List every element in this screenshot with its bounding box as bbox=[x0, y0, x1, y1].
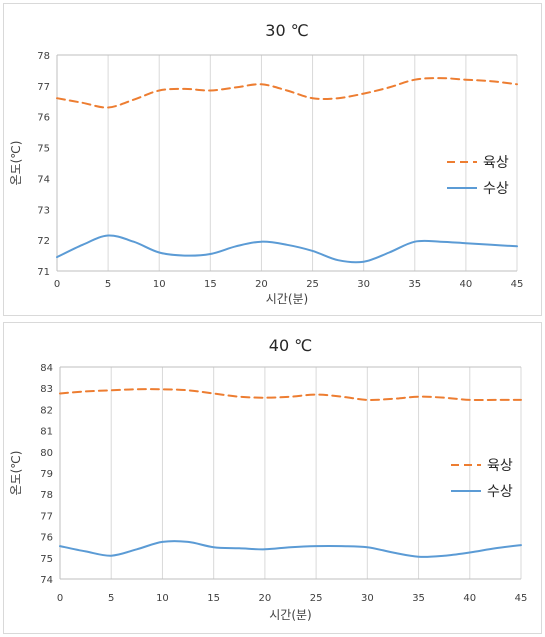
y-tick-label: 82 bbox=[40, 405, 53, 416]
legend-label-1: 수상 bbox=[483, 181, 509, 197]
x-tick-label: 45 bbox=[515, 593, 528, 604]
y-tick-label: 74 bbox=[40, 575, 53, 586]
x-tick-label: 15 bbox=[207, 593, 220, 604]
y-tick-label: 78 bbox=[37, 51, 50, 62]
x-tick-label: 25 bbox=[306, 279, 319, 290]
x-tick-label: 40 bbox=[463, 593, 476, 604]
x-tick-label: 25 bbox=[310, 593, 323, 604]
y-tick-label: 73 bbox=[37, 205, 50, 216]
series-line-1 bbox=[56, 234, 518, 264]
x-tick-label: 10 bbox=[156, 593, 169, 604]
x-tick-label: 30 bbox=[361, 593, 374, 604]
x-tick-label: 20 bbox=[259, 593, 272, 604]
y-tick-label: 80 bbox=[40, 448, 53, 459]
chart-panel-30c: 0 5 10 15 20 25 30 35 40 45 71 72 73 74 75 76 77 78 30 ℃ 시간… bbox=[3, 3, 542, 316]
y-tick-label: 71 bbox=[37, 267, 50, 278]
y-tick-label: 77 bbox=[37, 82, 50, 93]
series-line-0 bbox=[56, 77, 518, 109]
y-tick-label: 74 bbox=[37, 174, 50, 185]
y-tick-label: 75 bbox=[40, 554, 53, 565]
y-axis-label: 온도(℃) bbox=[9, 451, 23, 496]
y-tick-label: 84 bbox=[40, 363, 53, 374]
x-tick-label: 0 bbox=[54, 279, 60, 290]
x-tick-label: 40 bbox=[460, 279, 473, 290]
chart-panel-40c: 0 5 10 15 20 25 30 35 40 45 74 75 76 77 78 79 80 81 82 83 84… bbox=[3, 322, 542, 634]
legend-label-1: 수상 bbox=[487, 484, 513, 500]
x-tick-label: 5 bbox=[105, 279, 111, 290]
series-line-1 bbox=[59, 540, 522, 558]
y-tick-label: 79 bbox=[40, 469, 53, 480]
x-axis-label: 시간(분) bbox=[269, 608, 311, 622]
chart-30c: 0 5 10 15 20 25 30 35 40 45 71 72 73 74 75 76 77 78 30 ℃ 시간… bbox=[9, 21, 524, 306]
chart-title: 40 ℃ bbox=[269, 336, 312, 355]
y-tick-label: 76 bbox=[37, 113, 50, 124]
x-tick-label: 15 bbox=[204, 279, 217, 290]
y-tick-label: 77 bbox=[40, 511, 53, 522]
series-line-0 bbox=[59, 388, 522, 402]
x-tick-label: 30 bbox=[357, 279, 370, 290]
y-axis-label: 온도(℃) bbox=[9, 141, 23, 186]
x-tick-label: 45 bbox=[511, 279, 524, 290]
x-tick-label: 35 bbox=[408, 279, 421, 290]
x-tick-label: 0 bbox=[57, 593, 63, 604]
x-tick-label: 20 bbox=[255, 279, 268, 290]
legend-label-0: 육상 bbox=[483, 155, 509, 171]
y-tick-label: 78 bbox=[40, 490, 53, 501]
x-tick-label: 35 bbox=[412, 593, 425, 604]
y-tick-label: 72 bbox=[37, 236, 50, 247]
y-tick-label: 83 bbox=[40, 384, 53, 395]
x-tick-label: 5 bbox=[108, 593, 114, 604]
x-tick-label: 10 bbox=[153, 279, 166, 290]
chart-title: 30 ℃ bbox=[265, 21, 308, 40]
y-tick-label: 76 bbox=[40, 533, 53, 544]
x-axis-label: 시간(분) bbox=[266, 292, 308, 306]
y-tick-label: 75 bbox=[37, 144, 50, 155]
legend-label-0: 육상 bbox=[487, 458, 513, 474]
chart-40c: 0 5 10 15 20 25 30 35 40 45 74 75 76 77 78 79 80 81 82 83 84… bbox=[9, 336, 528, 622]
y-tick-label: 81 bbox=[40, 427, 53, 438]
